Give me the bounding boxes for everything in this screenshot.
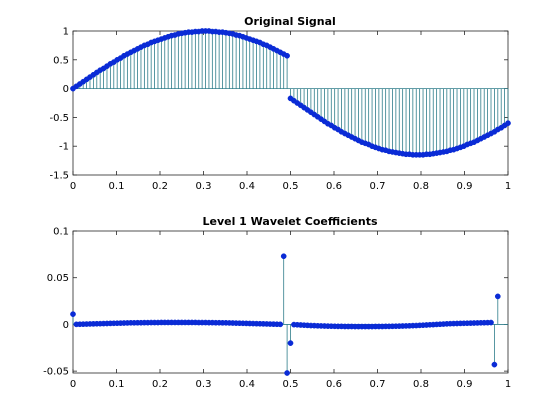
x-tick-label: 0.2: [152, 181, 168, 192]
stem-marker: [488, 319, 494, 326]
x-tick-label: 1: [505, 181, 511, 192]
y-tick-label: -1.5: [49, 171, 69, 182]
x-tick-label: 1: [505, 379, 511, 390]
x-tick-label: 0.8: [413, 181, 429, 192]
x-tick-label: 0.9: [457, 379, 473, 390]
axes-level1-wavelet-coefficients: Level 1 Wavelet Coefficients 0 0.1 0.2 0.3 0…: [43, 215, 511, 390]
stem-marker: [70, 311, 76, 317]
x-tick-label: 0.1: [109, 379, 125, 390]
chart-title-level1-wavelet: Level 1 Wavelet Coefficients: [202, 215, 377, 228]
x-tick-label: 0.5: [283, 379, 299, 390]
axes-box: [72, 230, 509, 374]
x-tick-label: 0.8: [413, 379, 429, 390]
stem-marker: [494, 293, 501, 300]
y-tick-label: 0.5: [53, 55, 69, 66]
x-tick-label: 0.4: [239, 181, 255, 192]
axes-original-signal: Original Signal 0 0.1 0.2 0.3 0.4 0.5 0.6 0.7 0.…: [49, 15, 511, 192]
y-tick-label: -1: [59, 142, 69, 153]
x-tick-label: 0.6: [326, 379, 342, 390]
x-tick-label: 0.2: [152, 379, 168, 390]
x-tick-label: 0.9: [457, 181, 473, 192]
stem-marker: [491, 361, 498, 368]
y-tick-label: -0.05: [43, 367, 69, 378]
y-tick-label: 1: [63, 27, 69, 38]
x-tick-label: 0: [70, 181, 76, 192]
x-tick-label: 0.7: [370, 379, 386, 390]
stem-marker: [505, 120, 511, 127]
y-tick-label: 0: [63, 320, 69, 331]
x-tick-label: 0.5: [283, 181, 299, 192]
chart-title-original-signal: Original Signal: [244, 15, 336, 28]
stem-marker: [277, 321, 284, 328]
y-tick-label: 0.05: [47, 273, 69, 284]
stem-marker: [284, 52, 290, 59]
y-tick-label: -0.5: [49, 113, 69, 124]
y-tick-label: 0.1: [53, 227, 69, 238]
stem-marker: [287, 340, 294, 346]
x-tick-label: 0: [70, 379, 76, 390]
x-tick-label: 0.1: [109, 181, 125, 192]
x-tick-label: 0.3: [196, 379, 212, 390]
x-tick-label: 0.3: [196, 181, 212, 192]
stem-marker: [284, 370, 290, 376]
stem-marker: [280, 253, 287, 260]
x-tick-label: 0.6: [326, 181, 342, 192]
x-tick-label: 0.4: [239, 379, 255, 390]
y-tick-label: 0: [63, 84, 69, 95]
x-tick-label: 0.7: [370, 181, 386, 192]
